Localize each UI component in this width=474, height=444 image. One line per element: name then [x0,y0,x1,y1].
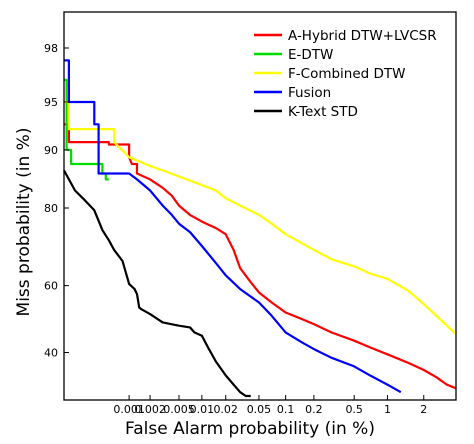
plot-frame [63,11,457,401]
series-line-5 [63,169,251,398]
legend-label-2: E-DTW [288,47,333,63]
series-line-2 [64,78,109,181]
x-tick-label: 0.5 [345,403,363,416]
legend-label-1: A-Hybrid DTW+LVCSR [288,28,437,44]
y-axis-ticks: 40 60 80 90 95 98 [44,42,69,360]
legend: A-Hybrid DTW+LVCSR E-DTW F-Combined DTW Fus… [254,28,437,120]
y-tick-label: 40 [44,347,58,360]
y-tick-label: 80 [44,202,58,215]
x-tick-label: 1 [384,403,391,416]
x-tick-label: 0.002 [134,403,166,416]
series-line-4 [64,59,402,394]
legend-label-5: K-Text STD [288,104,358,120]
x-tick-label: 0.2 [305,403,323,416]
y-tick-label: 98 [44,42,58,55]
x-tick-label: 2 [420,403,427,416]
y-tick-label: 90 [44,144,58,157]
legend-label-4: Fusion [288,85,331,101]
y-tick-label: 60 [44,280,58,293]
y-axis-label: Miss probability (in %) [14,128,34,317]
x-tick-label: 0.005 [163,403,195,416]
x-tick-label: 0.01 [190,403,215,416]
x-tick-label: 0.1 [277,403,295,416]
x-tick-label: 0.05 [247,403,272,416]
y-tick-label: 95 [44,96,58,109]
series-line-1 [64,123,457,390]
legend-label-3: F-Combined DTW [288,66,406,82]
series-line-3 [64,100,457,335]
x-tick-label: 0.02 [213,403,238,416]
series-layer [63,59,457,398]
x-axis-label: False Alarm probability (in %) [125,419,375,439]
x-tick-label: 0.001 [113,403,145,416]
